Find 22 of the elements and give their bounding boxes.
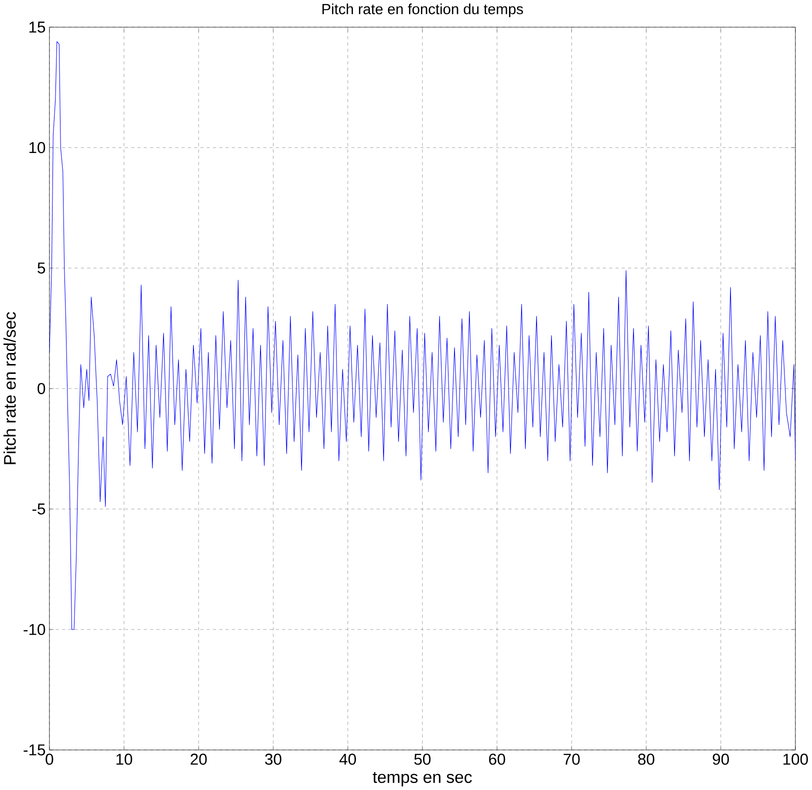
x-tick-label: 0 (46, 754, 54, 765)
x-tick-label: 30 (265, 754, 282, 765)
x-axis-title: temps en sec (372, 772, 472, 786)
x-tick-label: 90 (712, 754, 729, 765)
y-tick-label: 0 (38, 383, 46, 394)
y-tick-label: -10 (24, 624, 46, 636)
x-tick-label: 10 (116, 754, 132, 765)
x-tick-label: 60 (489, 754, 506, 765)
line-series (49, 41, 796, 630)
chart-title: Pitch rate en fonction du temps (322, 4, 524, 18)
x-tick-label: 100 (783, 754, 808, 765)
y-tick-label: -5 (32, 504, 46, 515)
y-tick-label: -15 (24, 744, 46, 756)
y-tick-label: 10 (29, 142, 46, 154)
x-tick-label: 40 (339, 754, 356, 765)
x-tick-label: 20 (190, 754, 207, 765)
x-tick-label: 70 (564, 754, 580, 765)
y-tick-label: 15 (29, 22, 46, 33)
y-axis-title: Pitch rate en rad/sec (4, 312, 16, 464)
y-tick-label: 5 (38, 262, 46, 274)
x-tick-label: 50 (414, 754, 431, 765)
x-tick-label: 80 (638, 754, 654, 765)
